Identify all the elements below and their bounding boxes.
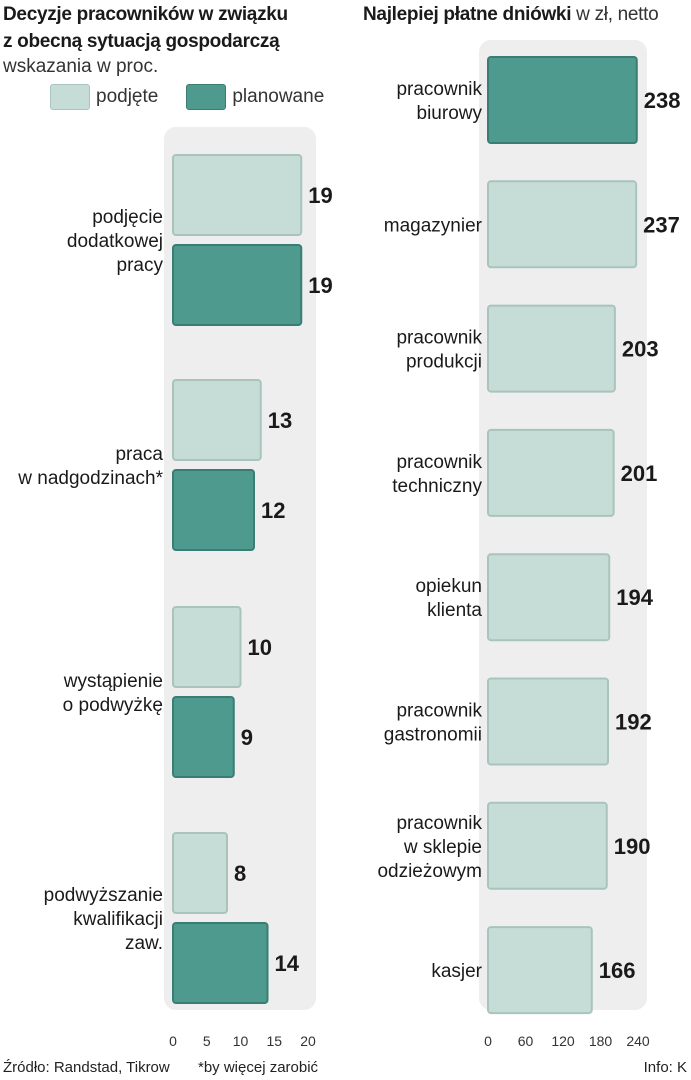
left-chart-title-line1: Decyzje pracowników w związku xyxy=(3,4,288,25)
bar-planowane-3 xyxy=(172,922,269,1004)
category-label: zaw. xyxy=(125,933,163,954)
category-label: produkcji xyxy=(406,352,482,373)
right-plot-background xyxy=(479,40,647,1010)
bar-planowane-0 xyxy=(172,244,303,326)
category-label: techniczny xyxy=(392,476,482,497)
category-label: pracownik xyxy=(396,328,482,349)
bar-value-label: 166 xyxy=(599,958,636,983)
bar-dniowka-1 xyxy=(487,180,638,269)
bar-value-label: 203 xyxy=(622,337,659,362)
x-tick-label: 15 xyxy=(266,1033,282,1049)
bar-dniowka-7 xyxy=(487,926,593,1015)
asterisk-note: *by więcej zarobić xyxy=(198,1059,319,1076)
category-label: podwyższanie xyxy=(44,885,163,906)
bar-value-label: 190 xyxy=(614,834,651,859)
bar-podjęte-3 xyxy=(172,832,228,914)
category-label: pracownik xyxy=(396,79,482,100)
category-label: pracownik xyxy=(396,701,482,722)
bar-dniowka-2 xyxy=(487,304,616,393)
bar-value-label: 194 xyxy=(616,585,653,610)
bar-podjęte-1 xyxy=(172,379,262,461)
bar-dniowka-4 xyxy=(487,553,611,642)
x-tick-label: 180 xyxy=(589,1033,613,1049)
category-label: podjęcie xyxy=(92,207,163,228)
bar-value-label: 12 xyxy=(261,498,285,523)
bar-value-label: 19 xyxy=(308,183,332,208)
category-label: pracownik xyxy=(396,813,482,834)
bar-value-label: 13 xyxy=(268,408,292,433)
x-tick-label: 240 xyxy=(626,1033,650,1049)
x-tick-label: 60 xyxy=(518,1033,534,1049)
category-label: gastronomii xyxy=(384,725,482,746)
category-label: pracy xyxy=(117,255,164,276)
right-chart-title-main: Najlepiej płatne dniówki xyxy=(363,4,572,25)
category-label: wystąpienie xyxy=(63,671,163,692)
category-label: biurowy xyxy=(417,103,483,124)
legend-swatch-podjete xyxy=(50,84,90,110)
x-tick-label: 5 xyxy=(203,1033,211,1049)
category-label: pracownik xyxy=(396,452,482,473)
category-label: w nadgodzinach* xyxy=(17,468,163,489)
category-label: klienta xyxy=(427,600,482,621)
bar-podjęte-2 xyxy=(172,606,242,688)
credit-note: Info: K xyxy=(643,1059,687,1076)
left-plot-background xyxy=(164,127,316,1010)
category-label: odzieżowym xyxy=(377,861,482,882)
x-tick-label: 120 xyxy=(551,1033,575,1049)
x-tick-label: 0 xyxy=(484,1033,492,1049)
bar-value-label: 192 xyxy=(615,710,652,735)
category-label: magazynier xyxy=(384,215,483,236)
x-tick-label: 0 xyxy=(169,1033,177,1049)
category-label: kwalifikacji xyxy=(73,909,163,930)
x-tick-label: 10 xyxy=(233,1033,249,1049)
category-label: dodatkowej xyxy=(67,231,163,252)
bar-dniowka-5 xyxy=(487,677,609,766)
bar-value-label: 238 xyxy=(644,88,681,113)
bar-dniowka-6 xyxy=(487,801,608,890)
bar-planowane-1 xyxy=(172,469,255,551)
bar-value-label: 10 xyxy=(248,635,272,660)
x-tick-label: 20 xyxy=(300,1033,316,1049)
bar-value-label: 19 xyxy=(308,273,332,298)
bar-dniowka-3 xyxy=(487,428,615,517)
bar-value-label: 237 xyxy=(643,212,680,237)
bar-value-label: 9 xyxy=(241,725,253,750)
category-label: praca xyxy=(115,444,163,465)
bar-dniowka-0 xyxy=(487,56,638,144)
category-label: kasjer xyxy=(431,961,482,982)
legend-label-planowane: planowane xyxy=(232,86,325,107)
legend-label-podjete: podjęte xyxy=(96,86,159,107)
source-note: Źródło: Randstad, Tikrow xyxy=(3,1059,170,1076)
bar-value-label: 8 xyxy=(234,861,246,886)
right-chart-title: Najlepiej płatne dniówki w zł, netto xyxy=(363,3,659,27)
right-chart-title-unit: w zł, netto xyxy=(571,4,659,25)
category-label: w sklepie xyxy=(403,837,482,858)
bar-planowane-2 xyxy=(172,696,235,778)
legend: podjęte planowane xyxy=(50,84,324,110)
bar-podjęte-0 xyxy=(172,154,303,236)
left-chart-subtitle: wskazania w proc. xyxy=(3,56,159,77)
bar-value-label: 14 xyxy=(275,951,300,976)
category-label: o podwyżkę xyxy=(63,695,163,716)
legend-swatch-planowane xyxy=(186,84,227,110)
bar-value-label: 201 xyxy=(621,461,658,486)
left-chart-title-line2: z obecną sytuacją gospodarczą xyxy=(3,31,280,52)
category-label: opiekun xyxy=(415,576,482,597)
